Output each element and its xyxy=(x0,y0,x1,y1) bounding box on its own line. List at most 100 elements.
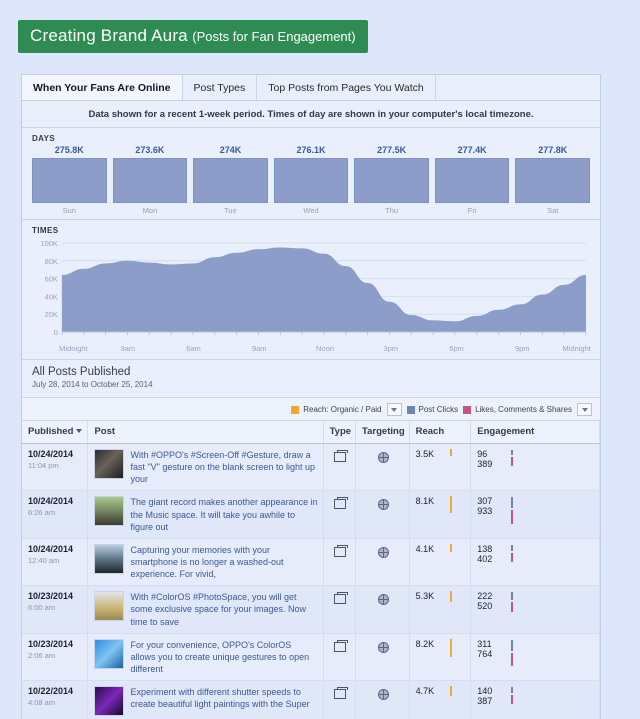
cell-reach[interactable]: 3.5K xyxy=(409,443,472,492)
post-thumbnail[interactable] xyxy=(94,638,125,669)
post-message[interactable]: Capturing your memories with your smartp… xyxy=(130,544,284,580)
cell-engagement[interactable]: 140 387 xyxy=(470,680,600,719)
cell-reach[interactable]: 8.1K xyxy=(409,490,472,539)
column-label: Published xyxy=(28,426,74,437)
cell-reach[interactable]: 8.2K xyxy=(409,633,472,682)
cell-engagement[interactable]: 96 389 xyxy=(470,443,600,492)
post-clicks-bar xyxy=(511,450,514,455)
cell-targeting xyxy=(355,585,410,634)
times-panel: TIMES 0 20K 40K 60K 80K 100K Midnight 3am 6am 9a… xyxy=(22,220,600,360)
post-date: 10/23/2014 xyxy=(28,591,74,602)
page-title-banner: Creating Brand Aura (Posts for Fan Engag… xyxy=(18,20,368,53)
legend-label: Reach: Organic / Paid xyxy=(303,405,382,414)
cell-post[interactable]: With #ColorOS #PhotoSpace, you will get … xyxy=(87,585,324,634)
legend-item-post-clicks: Post Clicks xyxy=(406,405,458,414)
cell-engagement[interactable]: 311 764 xyxy=(470,633,600,682)
times-x-label: Midnight xyxy=(562,344,591,353)
tab-when-your-fans-are-online[interactable]: When Your Fans Are Online xyxy=(22,75,183,100)
table-row[interactable]: 10/24/2014 11:04 pm With #OPPO's #Screen-O… xyxy=(22,443,600,492)
reach-bar xyxy=(449,449,452,456)
post-time: 4:08 am xyxy=(28,698,56,708)
day-bar xyxy=(32,158,107,203)
reach-dropdown-button[interactable] xyxy=(386,403,402,416)
post-thumbnail[interactable] xyxy=(94,496,125,527)
times-chart: 0 20K 40K 60K 80K 100K Midnight 3am 6am 9am Noon 3… xyxy=(22,237,600,359)
page-title: Creating Brand Aura xyxy=(30,26,188,45)
photo-post-icon xyxy=(334,544,349,557)
cell-targeting xyxy=(355,490,410,539)
post-date: 10/24/2014 xyxy=(28,449,74,459)
legend-swatch-orange xyxy=(291,405,300,414)
post-message[interactable]: With #ColorOS #PhotoSpace, you will get … xyxy=(130,592,307,627)
day-column[interactable]: 277.5K Thu xyxy=(354,145,429,215)
times-panel-label: TIMES xyxy=(32,226,59,235)
column-header-type[interactable]: Type xyxy=(323,421,357,444)
day-column[interactable]: 277.8K Sat xyxy=(515,145,591,215)
cell-published: 10/22/2014 4:08 am xyxy=(22,680,89,719)
cell-post[interactable]: Experiment with different shutter speeds… xyxy=(87,680,324,719)
table-row[interactable]: 10/23/2014 6:00 am With #ColorOS #PhotoSpa… xyxy=(22,585,600,634)
post-message[interactable]: Experiment with different shutter speeds… xyxy=(130,687,310,710)
day-column[interactable]: 275.8K Sun xyxy=(32,145,107,215)
day-column[interactable]: 276.1K Wed xyxy=(273,145,349,215)
post-clicks-bar xyxy=(511,497,514,509)
post-clicks-value: 138 xyxy=(477,543,493,554)
day-label: Tue xyxy=(224,206,237,215)
all-posts-date-range: July 28, 2014 to October 25, 2014 xyxy=(32,380,153,389)
table-row[interactable]: 10/24/2014 12:40 am Capturing your memorie… xyxy=(22,538,600,587)
day-label: Sun xyxy=(62,206,76,215)
cell-post[interactable]: Capturing your memories with your smartp… xyxy=(87,538,324,587)
globe-icon xyxy=(377,641,389,653)
table-row[interactable]: 10/23/2014 2:06 am For your convenience, O… xyxy=(22,633,600,682)
likes-comments-shares-value: 387 xyxy=(477,696,493,707)
globe-icon xyxy=(377,594,389,606)
all-posts-title: All Posts Published xyxy=(32,366,131,378)
post-thumbnail[interactable] xyxy=(94,686,125,717)
photo-post-icon xyxy=(334,497,349,510)
post-message[interactable]: For your convenience, OPPO's ColorOS all… xyxy=(130,639,310,674)
reach-value: 3.5K xyxy=(415,449,435,459)
post-message[interactable]: The giant record makes another appearanc… xyxy=(130,497,318,532)
day-bar xyxy=(434,158,510,203)
engagement-dropdown-button[interactable] xyxy=(577,403,592,416)
tab-post-types[interactable]: Post Types xyxy=(183,75,258,100)
post-thumbnail[interactable] xyxy=(94,449,125,479)
reach-value: 5.3K xyxy=(415,591,435,602)
post-thumbnail[interactable] xyxy=(94,543,125,574)
column-header-post[interactable]: Post xyxy=(87,421,324,444)
cell-engagement[interactable]: 307 933 xyxy=(470,490,600,539)
cell-type xyxy=(323,538,357,587)
times-x-label: 6am xyxy=(186,344,201,353)
days-chart: 275.8K Sun 273.6K Mon 274K Tue xyxy=(22,145,600,219)
column-header-published[interactable]: Published xyxy=(22,421,89,444)
legend-swatch-blue xyxy=(406,405,415,414)
svg-text:20K: 20K xyxy=(45,310,58,319)
cell-post[interactable]: The giant record makes another appearanc… xyxy=(87,490,324,539)
day-column[interactable]: 274K Tue xyxy=(193,145,268,215)
cell-reach[interactable]: 5.3K xyxy=(409,585,472,634)
likes-comments-shares-bar xyxy=(511,652,514,666)
column-header-engagement[interactable]: Engagement xyxy=(470,421,600,444)
table-row[interactable]: 10/24/2014 6:26 am The giant record makes … xyxy=(22,490,600,539)
cell-post[interactable]: With #OPPO's #Screen-Off #Gesture, draw … xyxy=(87,443,324,492)
cell-reach[interactable]: 4.7K xyxy=(409,680,472,719)
cell-reach[interactable]: 4.1K xyxy=(409,538,472,587)
times-area-chart[interactable]: 0 20K 40K 60K 80K 100K Midnight 3am 6am 9am Noon 3… xyxy=(32,239,590,357)
column-header-targeting[interactable]: Targeting xyxy=(355,421,410,444)
post-message[interactable]: With #OPPO's #Screen-Off #Gesture, draw … xyxy=(130,450,315,485)
table-row[interactable]: 10/22/2014 4:08 am Experiment with differe… xyxy=(22,680,600,719)
likes-comments-shares-value: 389 xyxy=(477,459,493,469)
day-column[interactable]: 273.6K Mon xyxy=(112,145,188,215)
post-time: 6:26 am xyxy=(28,508,56,518)
likes-comments-shares-value: 402 xyxy=(477,553,493,564)
chevron-down-icon xyxy=(391,407,397,412)
cell-engagement[interactable]: 222 520 xyxy=(470,585,600,634)
day-column[interactable]: 277.4K Fri xyxy=(434,145,510,215)
cell-published: 10/23/2014 6:00 am xyxy=(22,585,89,634)
tab-top-posts-from-pages-you-watch[interactable]: Top Posts from Pages You Watch xyxy=(257,75,436,100)
post-clicks-bar xyxy=(511,687,514,694)
post-thumbnail[interactable] xyxy=(94,591,125,622)
cell-post[interactable]: For your convenience, OPPO's ColorOS all… xyxy=(87,633,324,682)
cell-engagement[interactable]: 138 402 xyxy=(470,538,600,587)
column-header-reach[interactable]: Reach xyxy=(409,421,472,444)
